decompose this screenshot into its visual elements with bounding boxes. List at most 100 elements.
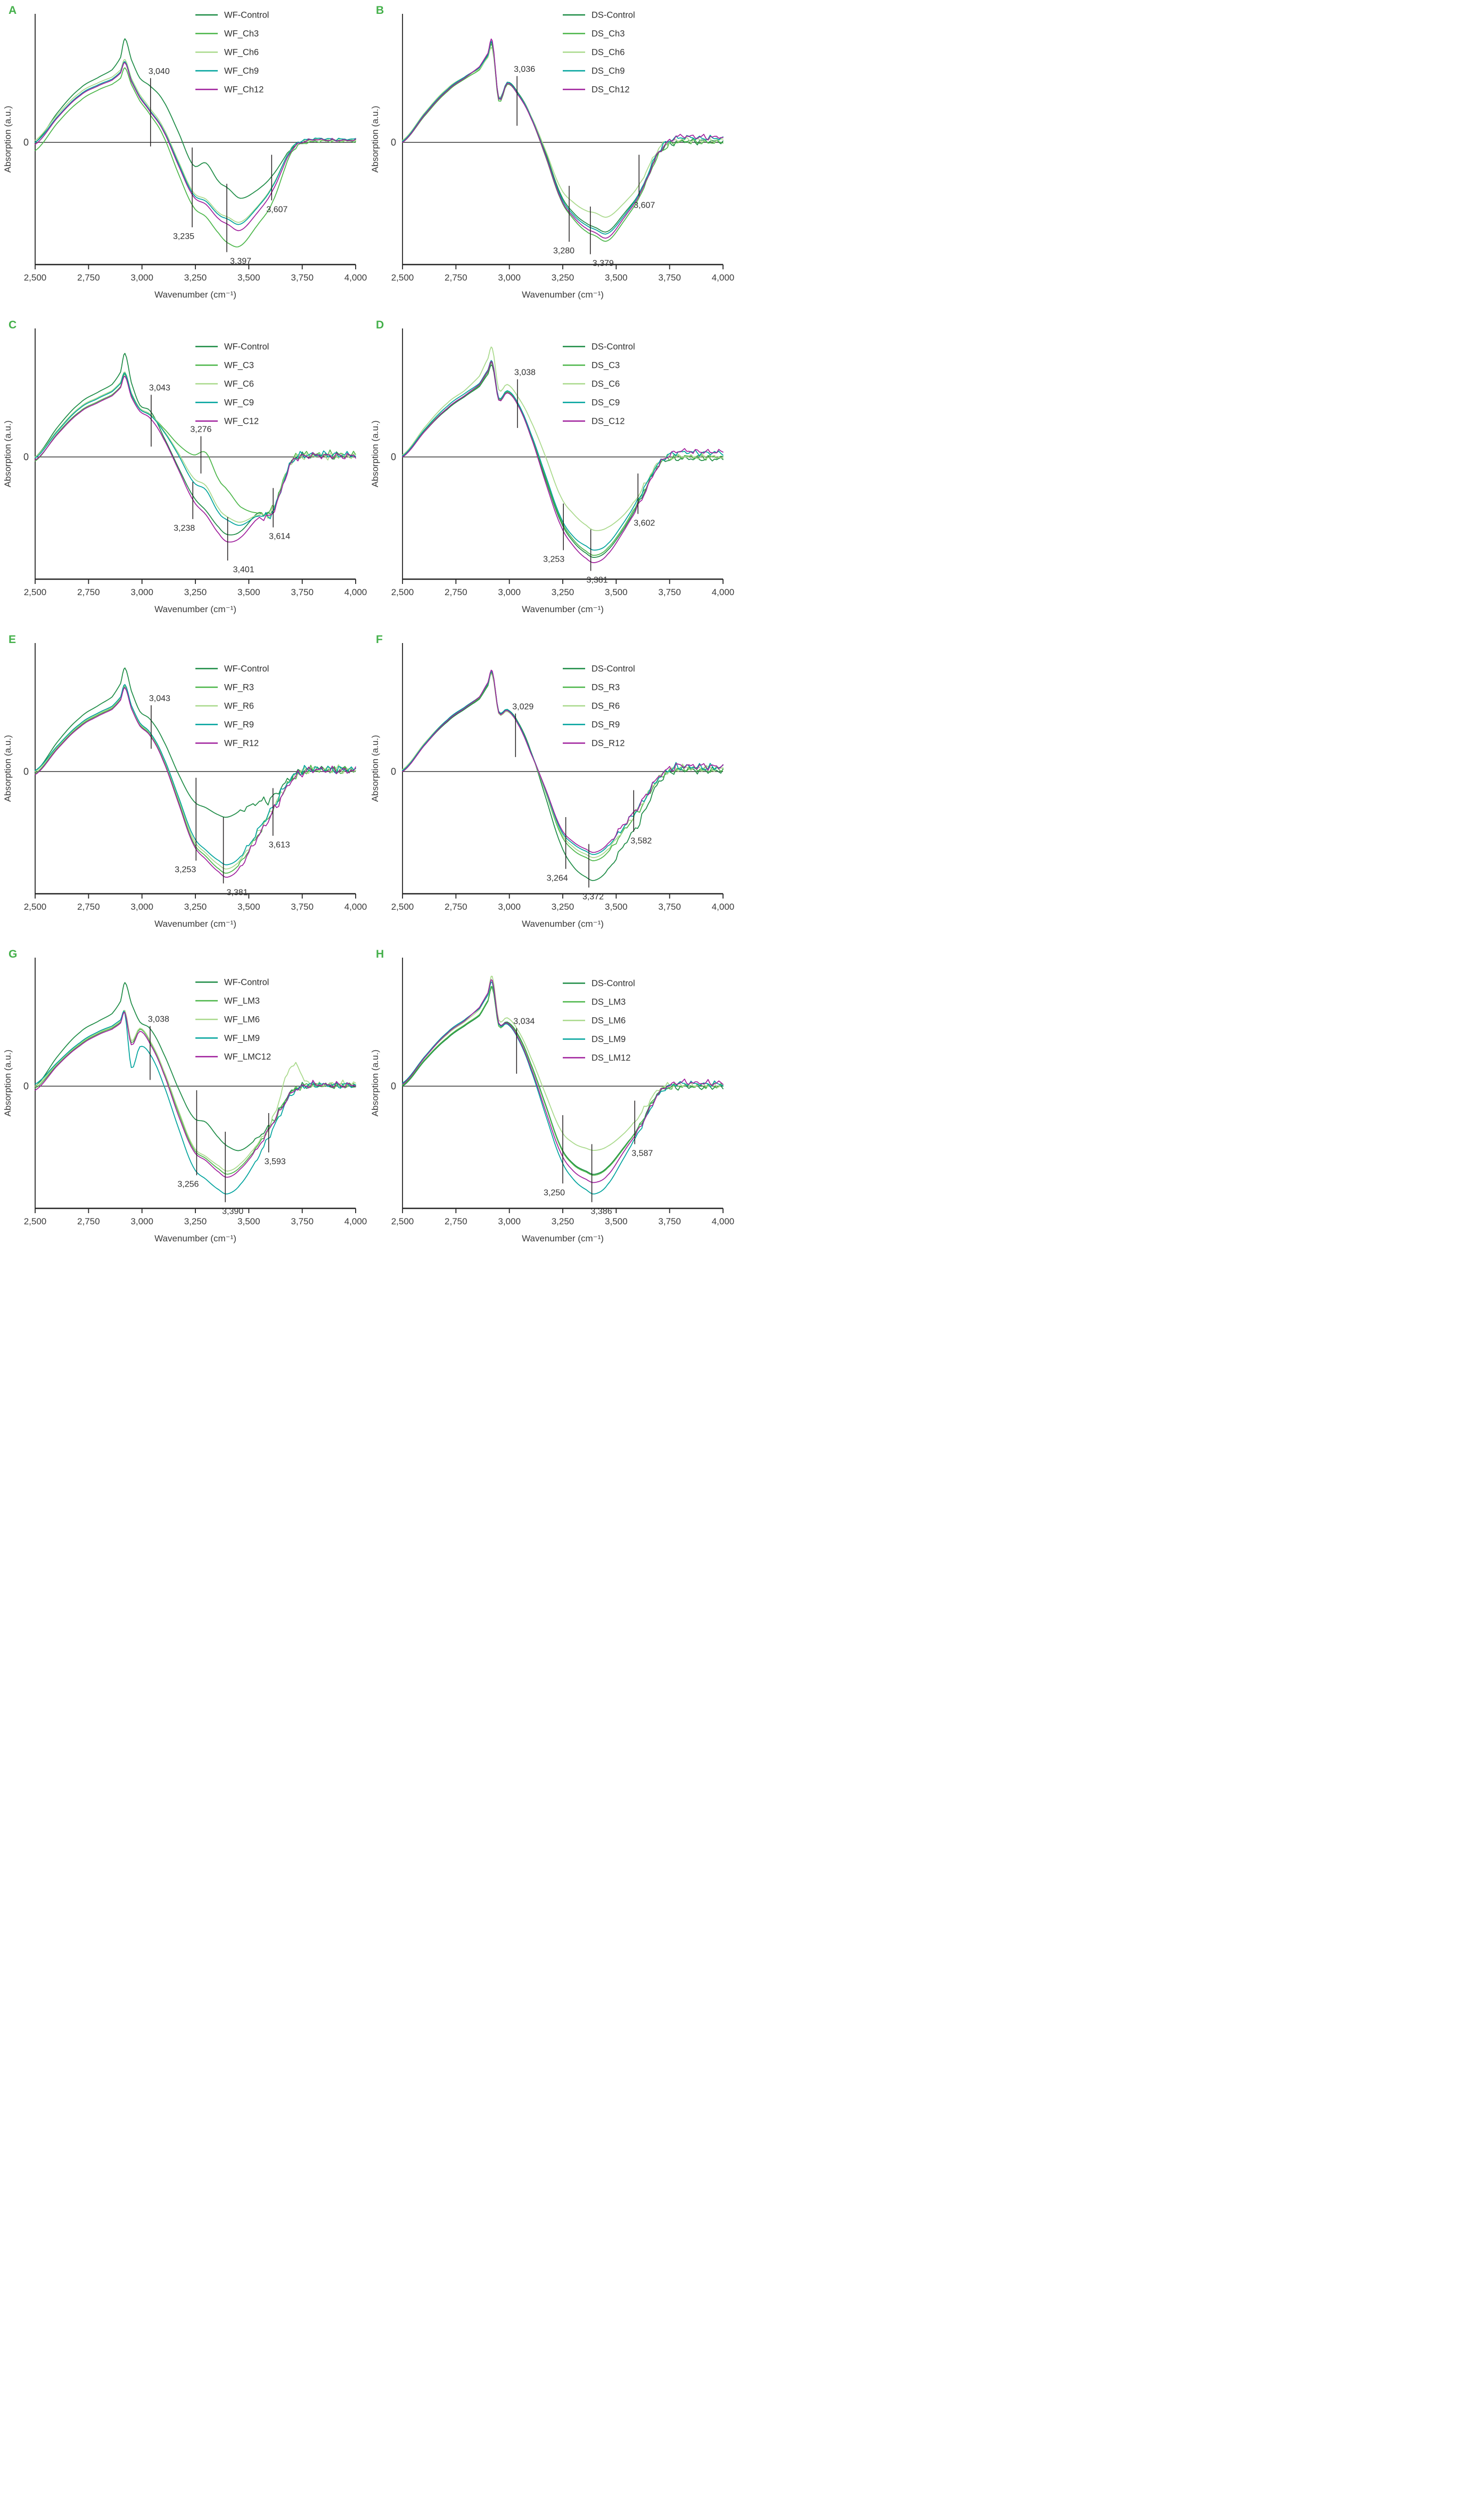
x-axis-label: Wavenumber (cm⁻¹): [522, 290, 604, 300]
x-tick-label: 3,500: [605, 902, 628, 912]
annotation-label: 3,401: [233, 565, 254, 574]
x-tick-label: 4,000: [712, 1216, 735, 1226]
x-tick-label: 2,500: [24, 587, 47, 597]
x-tick-label: 3,250: [552, 902, 574, 912]
x-tick-label: 4,000: [344, 587, 367, 597]
legend-label: WF_Ch12: [224, 85, 264, 95]
x-tick-label: 2,750: [77, 587, 100, 597]
x-axis-label: Wavenumber (cm⁻¹): [154, 604, 236, 614]
x-tick-label: 3,250: [552, 587, 574, 597]
series-line-DS_LM6: [402, 976, 724, 1151]
panel-letter: A: [9, 4, 17, 17]
annotation-label: 3,043: [149, 384, 170, 393]
y-axis-label: Absorption (a.u.): [370, 1050, 380, 1117]
x-tick-label: 2,750: [445, 587, 467, 597]
panel-C-plot: C Absorption (a.u.) 0 2,500 2,750 3,000 3,250 3…: [3, 319, 367, 614]
x-tick-label: 2,750: [445, 273, 467, 283]
annotation-label: 3,253: [543, 555, 564, 564]
annotation-label: 3,256: [177, 1180, 199, 1189]
y-zero-label: 0: [23, 451, 29, 462]
panel-letter: F: [376, 633, 383, 646]
series-line-WF_R6: [35, 685, 356, 870]
y-axis-label: Absorption (a.u.): [3, 421, 13, 488]
series-line-WF_C6: [35, 371, 356, 523]
series-line-WF-Control: [35, 982, 356, 1151]
series-line-WF_C3: [35, 373, 356, 516]
series-line-DS_Ch9: [402, 40, 724, 235]
legend-label: DS_C9: [592, 398, 620, 408]
x-tick-label: 3,250: [552, 273, 574, 283]
panel-E: E Absorption (a.u.) 0 2,500 2,750 3,000 3,250 3…: [0, 629, 367, 944]
panel-H-plot: H Absorption (a.u.) 0 2,500 2,750 3,000 3,250 3…: [370, 948, 735, 1243]
panel-G: G Absorption (a.u.) 0 2,500 2,750 3,000 3,250 3…: [0, 944, 367, 1258]
legend-label: DS_C12: [592, 417, 625, 426]
annotation-label: 3,038: [148, 1015, 169, 1024]
annotation-label: 3,238: [174, 524, 195, 533]
x-tick-label: 3,750: [658, 902, 681, 912]
legend-label: WF_C3: [224, 361, 254, 370]
series-line-DS-Control: [402, 364, 724, 558]
annotation-label: 3,397: [230, 257, 251, 266]
legend-label: DS_C6: [592, 380, 620, 389]
x-tick-label: 2,750: [77, 1216, 100, 1226]
legend-label: WF_LMC12: [224, 1052, 271, 1062]
annotation-label: 3,250: [544, 1188, 565, 1197]
legend-label: DS_LM6: [592, 1016, 626, 1026]
annotation-label: 3,029: [512, 702, 533, 711]
panel-G-plot: G Absorption (a.u.) 0 2,500 2,750 3,000 3,250 3…: [3, 948, 367, 1243]
annotation-label: 3,276: [190, 425, 211, 434]
annotation-label: 3,280: [553, 246, 574, 256]
x-tick-label: 3,750: [291, 902, 314, 912]
x-tick-label: 3,750: [291, 587, 314, 597]
legend-label: WF_LM3: [224, 997, 260, 1006]
panel-F: F Absorption (a.u.) 0 2,500 2,750 3,000 3,250 3…: [367, 629, 735, 944]
x-tick-label: 3,000: [498, 587, 521, 597]
annotation-label: 3,043: [149, 694, 170, 703]
series-line-WF_C12: [35, 375, 356, 543]
annotation-label: 3,381: [587, 575, 608, 584]
x-tick-label: 4,000: [344, 273, 367, 283]
series-line-WF_R12: [35, 687, 356, 878]
series-line-DS_C9: [402, 360, 724, 551]
y-zero-label: 0: [391, 451, 396, 462]
legend-label: WF_R6: [224, 702, 254, 711]
panel-A: A Absorption (a.u.) 0 2,500 2,750 3,000 3,250 3…: [0, 0, 367, 315]
series-line-DS_C12: [402, 361, 724, 563]
y-axis-label: Absorption (a.u.): [370, 106, 380, 173]
legend-label: WF_R3: [224, 683, 254, 693]
series-line-DS_LM3: [402, 986, 724, 1176]
x-tick-label: 2,500: [24, 902, 47, 912]
legend-label: WF_C9: [224, 398, 254, 408]
legend-label: DS_Ch3: [592, 29, 625, 39]
series-line-DS_Ch6: [402, 46, 724, 218]
x-tick-label: 3,500: [605, 1216, 628, 1226]
x-tick-label: 3,000: [130, 1216, 153, 1226]
legend-label: WF-Control: [224, 342, 269, 352]
series-line-DS_LM12: [402, 979, 724, 1183]
x-tick-label: 4,000: [712, 273, 735, 283]
x-axis-label: Wavenumber (cm⁻¹): [522, 1233, 604, 1243]
annotation-label: 3,607: [266, 205, 288, 214]
panel-letter: C: [9, 319, 17, 331]
panel-letter: G: [9, 948, 17, 960]
annotation-label: 3,264: [547, 874, 568, 883]
series-line-WF_Ch3: [35, 67, 356, 248]
annotation-label: 3,372: [582, 892, 604, 901]
x-axis-label: Wavenumber (cm⁻¹): [522, 604, 604, 614]
series-line-DS_R12: [402, 670, 724, 853]
legend-label: WF_Ch9: [224, 67, 259, 76]
x-tick-label: 2,750: [445, 902, 467, 912]
series-line-DS_R9: [402, 671, 724, 855]
legend-label: WF_LM6: [224, 1015, 260, 1025]
legend-label: DS_Ch9: [592, 67, 625, 76]
x-tick-label: 4,000: [712, 587, 735, 597]
y-axis-label: Absorption (a.u.): [370, 421, 380, 488]
series-line-WF-Control: [35, 38, 356, 199]
series-line-WF_Ch12: [35, 62, 356, 232]
x-tick-label: 2,750: [77, 902, 100, 912]
annotation-label: 3,379: [593, 259, 614, 268]
x-tick-label: 2,500: [391, 1216, 414, 1226]
series-line-WF_R9: [35, 684, 356, 866]
series-line-DS_Ch12: [402, 38, 724, 239]
annotation-label: 3,038: [514, 368, 536, 377]
